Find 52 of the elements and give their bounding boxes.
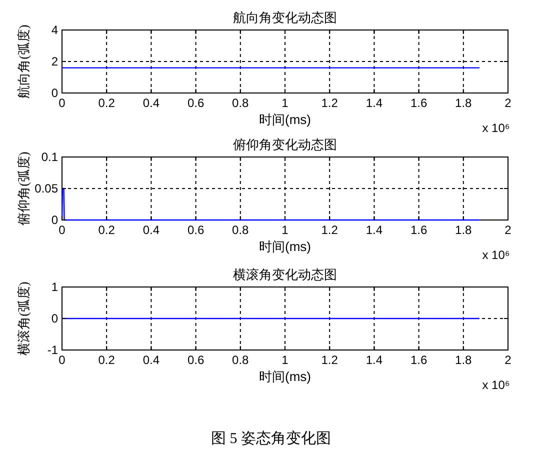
x-tick-label: 0.8 (232, 96, 250, 110)
x-tick-label: 1.6 (410, 96, 428, 110)
x-tick-label: 1.8 (455, 96, 472, 110)
y-axis-title: 航向角(弧度) (16, 24, 31, 98)
x-tick-label: 1 (282, 353, 289, 367)
x-tick-label: 1.4 (366, 96, 383, 110)
x-tick-label: 2 (504, 223, 512, 237)
x-tick-label: 2 (504, 96, 512, 110)
x-tick-label: 1 (282, 96, 289, 110)
x-tick-label: 1.8 (455, 223, 472, 237)
x-tick-label: 0.6 (187, 223, 204, 237)
caption: 图 5 姿态角变化图 (211, 430, 331, 447)
x-tick-label: 0.4 (142, 223, 160, 237)
x-axis-title: 时间(ms) (259, 239, 311, 254)
x-tick-label: 1.6 (410, 223, 428, 237)
x-tick-label: 1 (282, 223, 289, 237)
y-tick-label: 4 (51, 23, 58, 37)
chart-title: 横滚角变化动态图 (233, 267, 337, 282)
x-tick-label: 1.2 (321, 353, 338, 367)
y-tick-label: 0.1 (41, 150, 58, 164)
y-axis-title: 横滚角(弧度) (16, 282, 31, 356)
y-tick-label: 0.05 (34, 182, 58, 196)
x-tick-label: 0.2 (98, 223, 116, 237)
x-tick-label: 1.8 (455, 353, 472, 367)
text: x 10⁶ (482, 248, 510, 262)
text: x 10⁶ (482, 121, 510, 135)
x-tick-label: 0.4 (142, 353, 160, 367)
y-axis-title: 俯仰角(弧度) (16, 152, 31, 226)
y-tick-label: -1 (47, 343, 58, 357)
y-tick-label: 1 (51, 280, 58, 294)
y-tick-label: 0 (51, 213, 58, 227)
x-tick-label: 2 (504, 353, 512, 367)
x-tick-label: 0.6 (187, 353, 204, 367)
x-tick-label: 0.2 (98, 96, 116, 110)
y-tick-label: 0 (51, 86, 58, 100)
chart-title: 俯仰角变化动态图 (233, 137, 337, 152)
x-tick-label: 1.2 (321, 223, 338, 237)
text: x 10⁶ (482, 378, 510, 392)
x-axis-title: 时间(ms) (259, 112, 311, 127)
y-tick-label: 2 (51, 54, 58, 68)
x-tick-label: 0.6 (187, 96, 204, 110)
x-tick-label: 0.4 (142, 96, 160, 110)
x-tick-label: 1.4 (366, 223, 383, 237)
x-tick-label: 0.2 (98, 353, 116, 367)
x-tick-label: 1.6 (410, 353, 428, 367)
x-tick-label: 0.8 (232, 353, 250, 367)
x-tick-label: 1.2 (321, 96, 338, 110)
x-tick-label: 1.4 (366, 353, 383, 367)
x-axis-title: 时间(ms) (259, 369, 311, 384)
chart-title: 航向角变化动态图 (233, 10, 337, 25)
y-tick-label: 0 (51, 312, 58, 326)
x-tick-label: 0.8 (232, 223, 250, 237)
